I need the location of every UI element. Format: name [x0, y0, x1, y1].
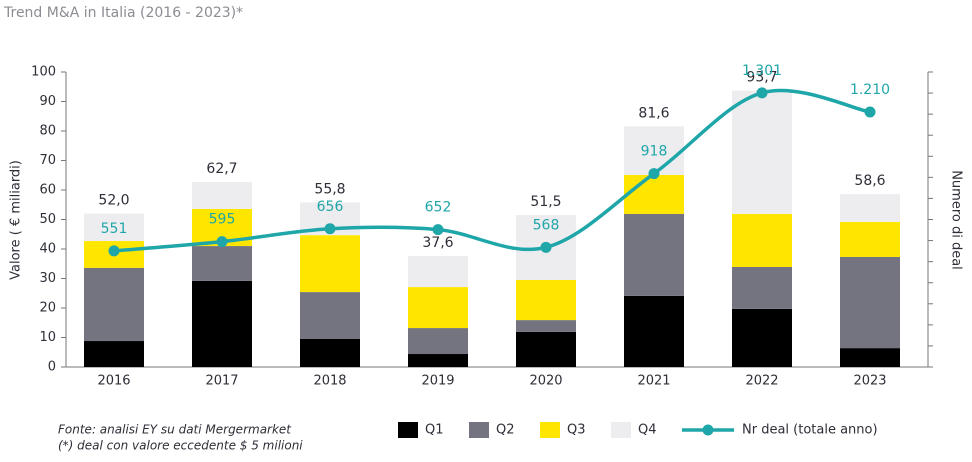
chart-title: Trend M&A in Italia (2016 - 2023)*	[3, 5, 243, 21]
bar-segment	[624, 295, 684, 367]
y-tick-label: 100	[31, 65, 56, 80]
bar-segment	[516, 279, 576, 321]
bar-segment	[732, 266, 792, 309]
bar-segment	[192, 182, 252, 209]
line-value-label: 551	[101, 221, 128, 237]
bar-segment	[624, 174, 684, 214]
legend-label: Q3	[567, 423, 586, 438]
line-point	[864, 106, 876, 118]
line-point	[756, 87, 768, 99]
x-tick-label: 2023	[853, 374, 886, 389]
y-tick-label: 20	[39, 301, 56, 316]
total-label: 58,6	[854, 173, 885, 189]
line-value-label: 568	[533, 217, 560, 233]
line-value-label: 656	[317, 199, 344, 215]
bar-segment	[300, 235, 360, 293]
total-label: 55,8	[314, 181, 345, 197]
source-note: Fonte: analisi EY su dati Mergermarket	[58, 423, 292, 437]
total-label: 62,7	[206, 161, 237, 177]
x-tick-label: 2021	[637, 374, 670, 389]
legend-swatch	[398, 422, 418, 438]
line-value-label: 918	[641, 144, 668, 160]
bar-segment	[732, 308, 792, 367]
legend-swatch	[540, 422, 560, 438]
legend-swatch	[469, 422, 489, 438]
bar-segment	[840, 256, 900, 349]
line-value-label: 1.210	[850, 82, 890, 98]
y2-axis-label: Numero di deal	[949, 170, 964, 270]
total-label: 37,6	[422, 235, 453, 251]
footnote: (*) deal con valore eccedente $ 5 milion…	[58, 439, 303, 453]
x-tick-label: 2022	[745, 374, 778, 389]
total-label: 93,7	[746, 70, 777, 86]
bar-segment	[840, 221, 900, 257]
line-point	[432, 224, 444, 236]
bar-segment	[300, 292, 360, 339]
line-value-label: 595	[209, 212, 236, 228]
x-tick-label: 2016	[97, 374, 130, 389]
y-tick-label: 90	[39, 94, 56, 109]
bar-segment	[192, 280, 252, 367]
y-tick-label: 40	[39, 242, 56, 257]
line-point	[540, 241, 552, 253]
bar-segment	[732, 213, 792, 267]
total-label: 81,6	[638, 105, 669, 121]
line	[113, 88, 871, 253]
y-tick-label: 0	[48, 360, 56, 375]
total-label: 51,5	[530, 194, 561, 210]
x-tick-label: 2019	[421, 374, 454, 389]
bar-segment	[192, 246, 252, 281]
y-tick-label: 70	[39, 153, 56, 168]
legend-label: Q4	[638, 423, 657, 438]
bar-segment	[732, 90, 792, 214]
legend-label: Q2	[496, 423, 515, 438]
y-tick-label: 30	[39, 271, 56, 286]
bar-segment	[408, 328, 468, 355]
legend-label: Q1	[425, 423, 444, 438]
line-value-label: 1.301	[742, 63, 782, 79]
y-axis-label: Valore ( € miliardi)	[9, 160, 24, 280]
line-point	[324, 223, 336, 235]
bar-segment	[84, 267, 144, 342]
legend-swatch	[611, 422, 631, 438]
bar-segment	[840, 194, 900, 222]
bar-segment	[84, 341, 144, 367]
line-value-label: 652	[425, 200, 452, 216]
legend-dot	[702, 424, 714, 436]
total-label: 52,0	[98, 193, 129, 209]
bar-segment	[300, 338, 360, 367]
bar-segment	[84, 213, 144, 242]
bar-segment	[516, 331, 576, 367]
bar-segment	[840, 348, 900, 367]
bar-segment	[408, 354, 468, 367]
bar-segment	[408, 256, 468, 288]
line-point	[648, 168, 660, 180]
bar-segment	[624, 213, 684, 296]
bar-segment	[624, 126, 684, 175]
x-tick-label: 2017	[205, 374, 238, 389]
x-tick-label: 2020	[529, 374, 562, 389]
bar-segment	[408, 287, 468, 329]
y-tick-label: 50	[39, 212, 56, 227]
bar-segment	[516, 320, 576, 332]
y-tick-label: 10	[39, 330, 56, 345]
x-tick-label: 2018	[313, 374, 346, 389]
y-tick-label: 60	[39, 183, 56, 198]
y-tick-label: 80	[39, 124, 56, 139]
line-point	[108, 245, 120, 257]
line-point	[216, 236, 228, 248]
legend-label: Nr deal (totale anno)	[742, 423, 878, 438]
